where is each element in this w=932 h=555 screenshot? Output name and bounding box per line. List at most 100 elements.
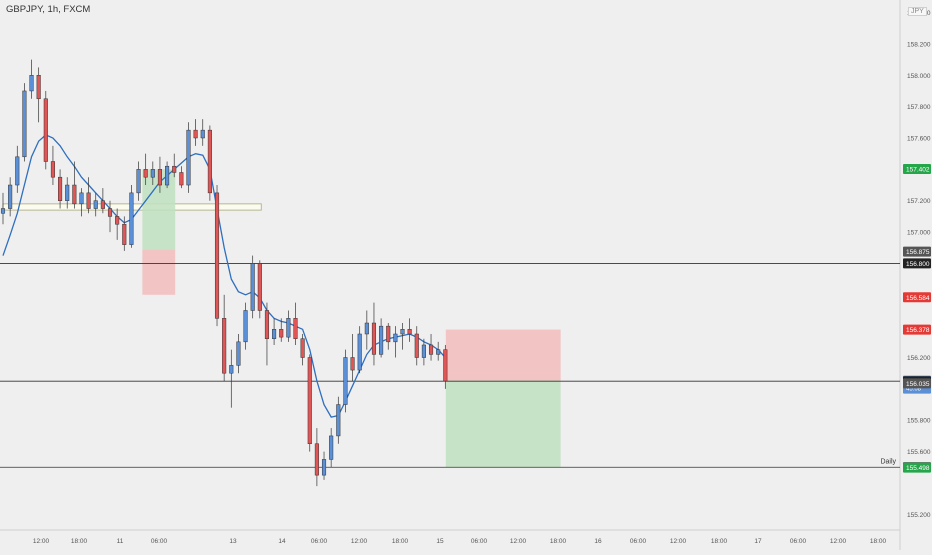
candle-body[interactable] — [393, 333, 398, 343]
line-label: Daily — [880, 458, 896, 465]
candle-body[interactable] — [72, 184, 77, 205]
price-label: 156.584 — [906, 295, 930, 302]
x-tick-label: 16 — [594, 538, 602, 545]
y-tick-label: 157.600 — [907, 135, 931, 142]
candle-body[interactable] — [421, 344, 426, 358]
candle-body[interactable] — [129, 192, 134, 245]
candle-body[interactable] — [222, 318, 227, 374]
candle-body[interactable] — [357, 333, 362, 371]
candle-body[interactable] — [379, 325, 384, 355]
candle-body[interactable] — [293, 318, 298, 339]
candle-body[interactable] — [329, 435, 334, 460]
candle-body[interactable] — [186, 129, 191, 186]
candle-body[interactable] — [172, 165, 177, 173]
candle-body[interactable] — [22, 90, 27, 158]
candle-body[interactable] — [371, 322, 377, 355]
x-tick-label: 06:00 — [151, 538, 168, 545]
candle-body[interactable] — [15, 156, 20, 186]
candle-body[interactable] — [414, 333, 419, 358]
candle-body[interactable] — [8, 184, 13, 209]
candle-body[interactable] — [93, 200, 98, 209]
x-tick-label: 18:00 — [870, 538, 887, 545]
y-tick-label: 157.200 — [907, 198, 931, 205]
candle-body[interactable] — [207, 129, 212, 194]
annotation-rect[interactable] — [445, 380, 561, 468]
countdown-label: 45:08 — [906, 387, 922, 393]
candle-body[interactable] — [150, 169, 155, 178]
candle-body[interactable] — [336, 404, 341, 437]
candle-body[interactable] — [350, 357, 355, 371]
candle-body[interactable] — [0, 208, 6, 214]
y-tick-label: 155.800 — [907, 418, 931, 425]
candle-body[interactable] — [314, 443, 319, 476]
candle-body[interactable] — [428, 344, 434, 355]
annotation-rect[interactable] — [445, 329, 561, 381]
candle-body[interactable] — [107, 208, 113, 217]
candle-body[interactable] — [243, 310, 248, 343]
x-tick-label: 06:00 — [471, 538, 488, 545]
price-label-tag — [903, 324, 931, 335]
candle-body[interactable] — [307, 357, 312, 445]
candle-body[interactable] — [286, 318, 291, 338]
x-tick-label: 12:00 — [33, 538, 50, 545]
candle-body[interactable] — [115, 216, 120, 225]
candle-body[interactable] — [264, 310, 270, 339]
candle-body[interactable] — [43, 98, 48, 162]
candle-body[interactable] — [236, 341, 241, 366]
x-tick-label: 12:00 — [830, 538, 847, 545]
price-label: 156.800 — [906, 261, 930, 268]
candle-body[interactable] — [279, 329, 284, 338]
candle-body[interactable] — [58, 176, 63, 201]
candle-body[interactable] — [86, 192, 91, 209]
y-tick-label: 155.600 — [907, 449, 931, 456]
candle-body[interactable] — [193, 129, 198, 139]
price-label: 156.035 — [906, 381, 930, 388]
candle-body[interactable] — [229, 365, 234, 374]
x-tick-label: 06:00 — [790, 538, 807, 545]
x-tick-label: 18:00 — [392, 538, 409, 545]
candle-body[interactable] — [122, 223, 127, 245]
y-tick-label: 158.000 — [907, 73, 931, 80]
candle-body[interactable] — [343, 357, 348, 405]
x-tick-label: 12:00 — [351, 538, 368, 545]
candle-body[interactable] — [364, 322, 369, 335]
candle-body[interactable] — [386, 325, 391, 343]
candle-body[interactable] — [321, 459, 327, 476]
x-tick-label: 06:00 — [311, 538, 328, 545]
candle-body[interactable] — [79, 192, 84, 205]
price-label: 157.402 — [906, 167, 930, 174]
x-tick-label: 14 — [278, 538, 286, 545]
candle-body[interactable] — [300, 338, 305, 358]
annotation-rect[interactable] — [142, 249, 176, 295]
y-tick-label: 157.800 — [907, 104, 931, 111]
candle-body[interactable] — [407, 329, 412, 335]
candle-body[interactable] — [29, 75, 34, 92]
candle-body[interactable] — [143, 169, 148, 178]
x-tick-label: 11 — [117, 538, 124, 545]
candle-body[interactable] — [65, 184, 70, 201]
symbol-title: GBPJPY, 1h, FXCM — [6, 4, 91, 15]
price-label-tag — [903, 378, 931, 389]
price-label-tag — [903, 164, 931, 175]
candle-body[interactable] — [165, 165, 170, 186]
candle-body[interactable] — [257, 263, 262, 311]
candle-body[interactable] — [179, 172, 184, 186]
candle-body[interactable] — [136, 169, 141, 194]
candle-body[interactable] — [272, 329, 277, 339]
candle-body[interactable] — [157, 169, 162, 186]
candle-body[interactable] — [36, 75, 41, 100]
candle-body[interactable] — [214, 192, 220, 319]
candle-body[interactable] — [250, 263, 255, 311]
y-tick-label: 158.200 — [907, 41, 931, 48]
candle-body[interactable] — [50, 161, 55, 178]
candle-body[interactable] — [443, 349, 448, 382]
price-axis[interactable] — [900, 0, 932, 550]
candle-body[interactable] — [200, 129, 205, 139]
price-label-tag — [903, 258, 931, 269]
x-tick-label: 15 — [436, 538, 444, 545]
candle-body[interactable] — [436, 349, 441, 355]
candle-body[interactable] — [100, 200, 105, 209]
candle-body[interactable] — [400, 329, 405, 335]
